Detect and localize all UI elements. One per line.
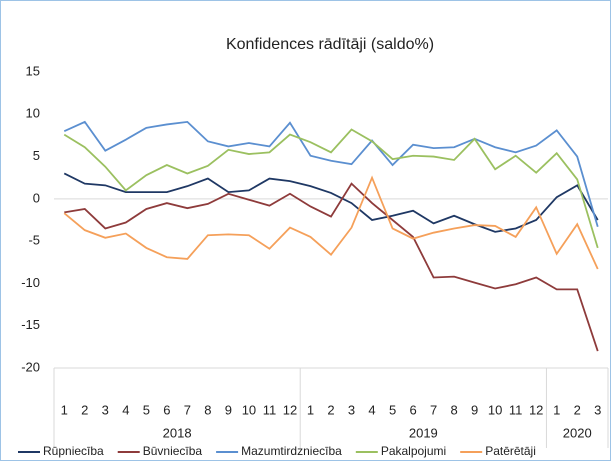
y-tick-label: -15 [21,317,40,332]
x-tick-label: 3 [594,402,601,417]
y-tick-label: -20 [21,359,40,374]
y-tick-label: 0 [33,190,40,205]
series-line [63,172,599,233]
x-group-label: 2019 [409,425,438,440]
x-group-label: 2020 [563,425,592,440]
legend-label: Mazumtirdzniecība [241,444,342,458]
legend-label: Pakalpojumi [381,444,446,458]
x-tick-label: 2 [574,402,581,417]
x-tick-label: 11 [509,402,523,417]
x-tick-label: 2 [81,402,88,417]
series-line [63,175,599,270]
x-tick-label: 12 [529,402,543,417]
x-tick-label: 11 [263,402,277,417]
x-tick-label: 9 [471,402,478,417]
x-tick-label: 6 [163,402,170,417]
x-tick-label: 10 [488,402,502,417]
y-tick-label: 5 [33,148,40,163]
x-tick-label: 7 [184,402,191,417]
x-tick-label: 3 [102,402,109,417]
x-group-label: 2018 [163,425,192,440]
x-tick-label: 7 [430,402,437,417]
x-tick-label: 1 [553,402,560,417]
x-tick-label: 8 [204,402,211,417]
x-tick-label: 8 [450,402,457,417]
y-tick-label: 10 [26,106,40,121]
x-tick-label: 5 [143,402,150,417]
x-tick-label: 3 [348,402,355,417]
x-tick-label: 12 [283,402,297,417]
series-line [63,120,599,228]
x-tick-label: 2 [327,402,334,417]
chart-title: Konfidences rādītāji (saldo%) [226,36,434,53]
x-tick-label: 4 [122,402,129,417]
series-line [64,182,599,352]
legend-label: Būvniecība [143,444,203,458]
y-tick-label: -5 [28,233,40,248]
x-tick-label: 1 [307,402,314,417]
x-tick-label: 5 [389,402,396,417]
x-tick-label: 10 [242,402,256,417]
series-line [63,128,599,249]
x-tick-label: 4 [368,402,375,417]
x-tick-label: 1 [61,402,68,417]
x-tick-label: 6 [409,402,416,417]
y-tick-label: -10 [21,275,40,290]
y-tick-label: 15 [26,63,40,78]
legend-label: Patērētāji [485,444,536,458]
legend-label: Rūpniecība [43,444,104,458]
x-tick-label: 9 [225,402,232,417]
